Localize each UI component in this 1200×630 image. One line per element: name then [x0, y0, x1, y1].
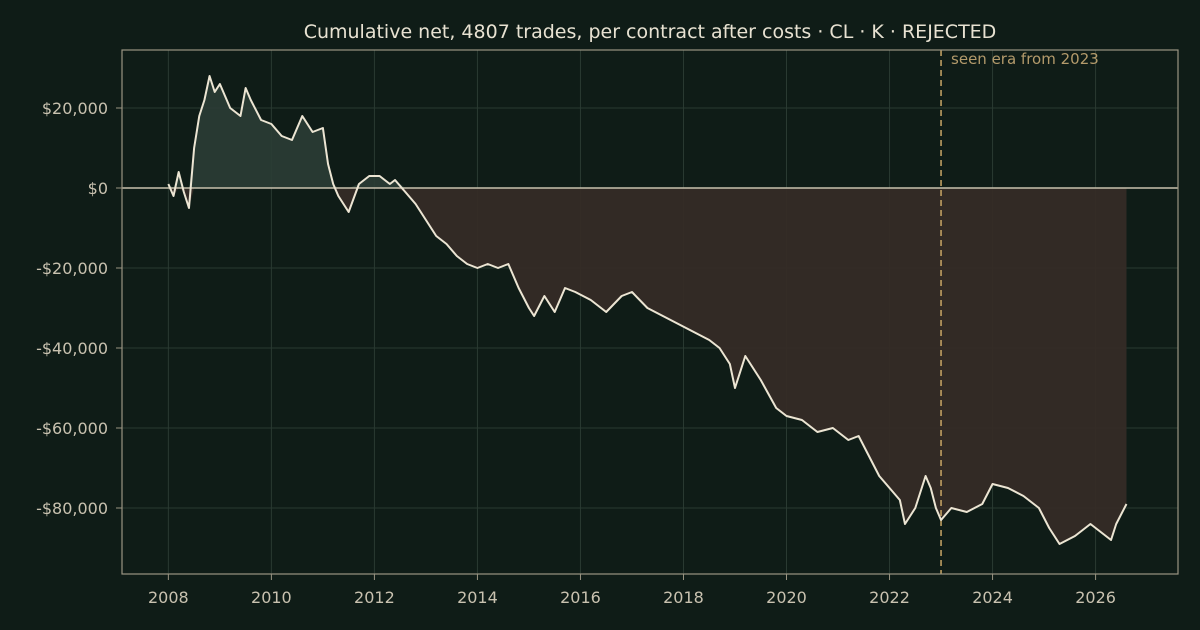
x-axis-ticks: 2008 2010 2012 2014 2016 2018 2020 2022 2024 2026 [148, 574, 1116, 607]
x-tick-label: 2018 [663, 588, 704, 607]
cumulative-net-line [167, 75, 1128, 545]
positive-area [168, 76, 1127, 188]
x-tick-label: 2012 [354, 588, 395, 607]
x-tick-label: 2020 [766, 588, 807, 607]
plot-frame [121, 49, 1179, 575]
x-tick-label: 2026 [1075, 588, 1116, 607]
x-tick-label: 2010 [251, 588, 292, 607]
annotation-layer: seen era from 2023 [940, 50, 1099, 574]
seen-era-label: seen era from 2023 [951, 50, 1099, 68]
x-tick-label: 2008 [148, 588, 189, 607]
y-tick-label: -$80,000 [36, 499, 108, 518]
negative-area [168, 188, 1127, 544]
x-tick-label: 2022 [869, 588, 910, 607]
series-line-layer [167, 75, 1128, 545]
axes [121, 49, 1179, 575]
y-tick-label: -$60,000 [36, 419, 108, 438]
y-tick-label: -$40,000 [36, 339, 108, 358]
x-tick-label: 2014 [457, 588, 498, 607]
y-tick-label: $20,000 [42, 99, 108, 118]
y-tick-label: -$20,000 [36, 259, 108, 278]
x-tick-label: 2024 [972, 588, 1013, 607]
y-axis-ticks: $20,000 $0 -$20,000 -$40,000 -$60,000 -$80,00… [36, 99, 122, 518]
area-fills [168, 76, 1127, 544]
chart-title: Cumulative net, 4807 trades, per contrac… [304, 21, 997, 43]
x-tick-label: 2016 [560, 588, 601, 607]
y-tick-label: $0 [88, 179, 108, 198]
